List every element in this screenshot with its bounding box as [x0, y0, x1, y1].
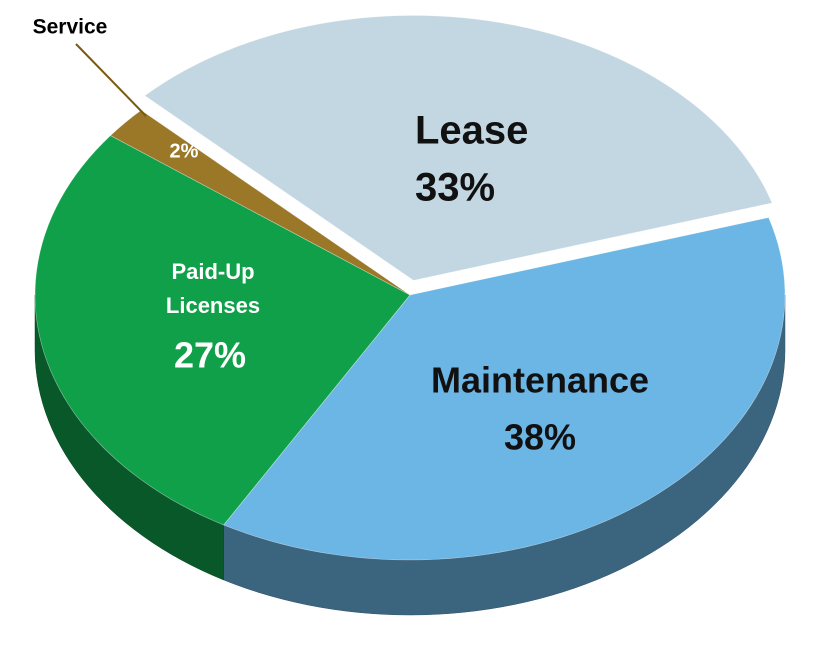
- value-label: 27%: [174, 335, 246, 376]
- slice-label: Lease: [415, 109, 528, 153]
- slice: [144, 15, 773, 281]
- slice-label: Service: [33, 16, 108, 39]
- slice-label: Paid-Up Licenses: [166, 259, 260, 318]
- value-label: 33%: [415, 166, 495, 210]
- slice: [223, 217, 786, 561]
- value-label: 38%: [504, 417, 576, 458]
- value-label: 2%: [170, 140, 199, 162]
- leader-line: [75, 43, 147, 117]
- slice: [34, 135, 411, 526]
- slice-label: Maintenance: [431, 360, 649, 401]
